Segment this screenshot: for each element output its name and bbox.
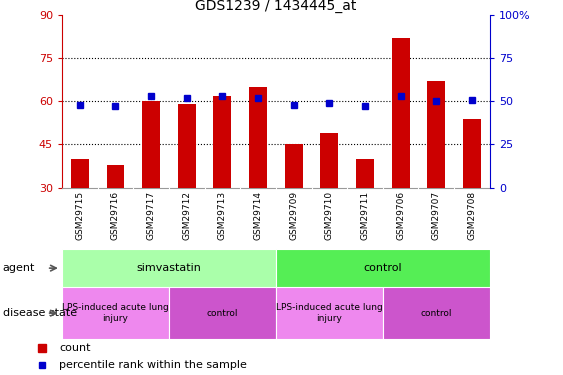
Text: GSM29715: GSM29715 [75,190,84,240]
Bar [249,87,267,188]
Bar [285,144,303,188]
Text: control: control [207,309,238,318]
Bar [383,287,490,339]
Title: GDS1239 / 1434445_at: GDS1239 / 1434445_at [195,0,356,13]
Text: simvastatin: simvastatin [136,263,202,273]
Text: LPS-induced acute lung
injury: LPS-induced acute lung injury [62,303,169,323]
Bar [213,96,231,188]
Bar [463,118,481,188]
Text: LPS-induced acute lung
injury: LPS-induced acute lung injury [276,303,383,323]
Text: disease state: disease state [3,308,77,318]
Bar [427,81,445,188]
Bar [62,249,276,287]
Text: agent: agent [3,263,35,273]
Text: count: count [60,343,91,353]
Text: GSM29706: GSM29706 [396,190,405,240]
Bar [320,133,338,188]
Bar [142,101,160,188]
Bar [276,287,383,339]
Bar [62,287,169,339]
Text: GSM29712: GSM29712 [182,190,191,240]
Text: GSM29708: GSM29708 [467,190,476,240]
Bar [169,287,276,339]
Bar [356,159,374,188]
Text: GSM29711: GSM29711 [360,190,369,240]
Text: control: control [421,309,452,318]
Bar [71,159,89,188]
Text: GSM29717: GSM29717 [146,190,155,240]
Bar [106,165,124,188]
Text: GSM29707: GSM29707 [432,190,441,240]
Text: GSM29714: GSM29714 [253,190,262,240]
Text: control: control [364,263,402,273]
Text: GSM29716: GSM29716 [111,190,120,240]
Text: GSM29710: GSM29710 [325,190,334,240]
Text: GSM29709: GSM29709 [289,190,298,240]
Bar [276,249,490,287]
Text: percentile rank within the sample: percentile rank within the sample [60,360,247,370]
Bar [392,38,410,188]
Text: GSM29713: GSM29713 [218,190,227,240]
Bar [178,104,196,188]
